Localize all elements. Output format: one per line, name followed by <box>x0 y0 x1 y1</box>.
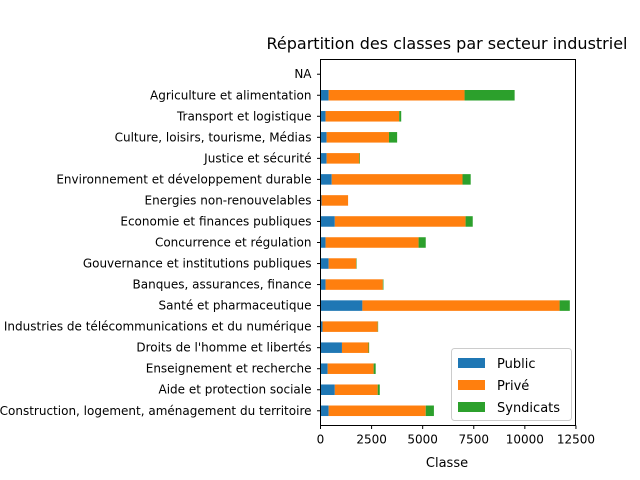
bar-syndicats-15 <box>464 90 515 101</box>
bar-public-7 <box>320 258 329 269</box>
legend-label-prive: Privé <box>497 379 529 394</box>
bar-public-12 <box>320 153 327 164</box>
bar-prive-7 <box>328 258 357 269</box>
y-tick-label: Economie et finances publiques <box>120 214 311 228</box>
x-tick-label: 0 <box>317 433 325 447</box>
bar-prive-8 <box>325 237 419 248</box>
bar-prive-5 <box>362 300 560 311</box>
x-tick-label: 2500 <box>356 433 387 447</box>
y-tick-label: Concurrence et régulation <box>155 236 312 250</box>
bar-prive-3 <box>341 342 369 353</box>
x-axis: 0 2500 5000 7500 10000 12500 <box>317 425 595 447</box>
y-tick-label: Agriculture et alimentation <box>150 88 311 102</box>
bar-prive-15 <box>328 90 465 101</box>
bar-syndicats-3 <box>368 342 370 353</box>
bar-syndicats-1 <box>377 384 380 395</box>
legend-swatch-syndicats <box>458 402 485 412</box>
y-tick-label: Industries de télécommunications et du n… <box>4 320 312 334</box>
bar-prive-12 <box>326 153 360 164</box>
bar-syndicats-2 <box>373 363 376 374</box>
bar-syndicats-0 <box>425 405 434 417</box>
legend-swatch-public <box>458 358 485 368</box>
bar-syndicats-9 <box>465 216 473 227</box>
bar-prive-14 <box>325 111 400 122</box>
bar-prive-13 <box>326 132 389 143</box>
legend: Public Privé Syndicats <box>451 348 572 421</box>
bar-public-8 <box>320 237 326 248</box>
y-tick-label: Culture, loisirs, tourisme, Médias <box>115 130 312 144</box>
bar-public-5 <box>320 300 363 311</box>
bar-prive-1 <box>334 384 378 395</box>
bar-prive-2 <box>327 363 374 374</box>
bar-syndicats-5 <box>559 300 570 311</box>
bar-public-1 <box>320 384 335 395</box>
y-tick-label: Energies non-renouvelables <box>145 193 312 207</box>
y-tick-label: Gouvernance et institutions publiques <box>83 257 312 271</box>
y-tick-label: Environnement et développement durable <box>56 172 311 186</box>
bar-public-13 <box>320 132 327 143</box>
bar-prive-11 <box>331 174 463 185</box>
bar-syndicats-8 <box>418 237 426 248</box>
y-tick-label: Aide et protection sociale <box>159 383 312 397</box>
bar-public-9 <box>320 216 335 227</box>
bar-prive-4 <box>322 321 378 332</box>
bar-prive-6 <box>325 279 383 290</box>
bar-public-6 <box>320 279 326 290</box>
bar-public-3 <box>320 342 342 353</box>
x-tick-label: 10000 <box>506 433 544 447</box>
x-tick-label: 12500 <box>557 433 595 447</box>
y-tick-label: Transport et logistique <box>176 109 312 123</box>
bar-prive-9 <box>334 216 466 227</box>
legend-label-public: Public <box>497 357 535 372</box>
bar-syndicats-13 <box>388 132 398 143</box>
bar-public-4 <box>320 321 323 332</box>
x-tick-label: 7500 <box>458 433 489 447</box>
x-tick-label: 5000 <box>407 433 438 447</box>
y-axis: Construction, logement, aménagement du t… <box>0 67 321 418</box>
y-tick-label: Construction, logement, aménagement du t… <box>0 404 312 418</box>
y-tick-label: Enseignement et recherche <box>146 362 312 376</box>
bar-syndicats-6 <box>382 279 384 290</box>
bar-syndicats-11 <box>462 174 471 185</box>
bar-syndicats-14 <box>399 111 402 122</box>
y-tick-label: Santé et pharmaceutique <box>159 299 312 313</box>
bars-layer <box>320 90 570 417</box>
bar-public-10 <box>320 195 322 206</box>
y-tick-label: NA <box>294 67 312 81</box>
bar-prive-10 <box>321 195 349 206</box>
bar-public-15 <box>320 90 329 101</box>
legend-label-syndicats: Syndicats <box>497 401 560 416</box>
chart-title: Répartition des classes par secteur indu… <box>267 34 628 53</box>
legend-swatch-prive <box>458 380 485 390</box>
bar-public-2 <box>320 363 328 374</box>
bar-public-14 <box>320 111 326 122</box>
bar-prive-0 <box>328 405 426 417</box>
bar-syndicats-12 <box>359 153 360 164</box>
bar-public-11 <box>320 174 332 185</box>
y-tick-label: Banques, assurances, finance <box>133 278 312 292</box>
bar-public-0 <box>320 405 329 417</box>
y-tick-label: Droits de l'homme et libertés <box>136 341 311 355</box>
y-tick-label: Justice et sécurité <box>203 151 311 165</box>
x-axis-title: Classe <box>426 456 468 471</box>
